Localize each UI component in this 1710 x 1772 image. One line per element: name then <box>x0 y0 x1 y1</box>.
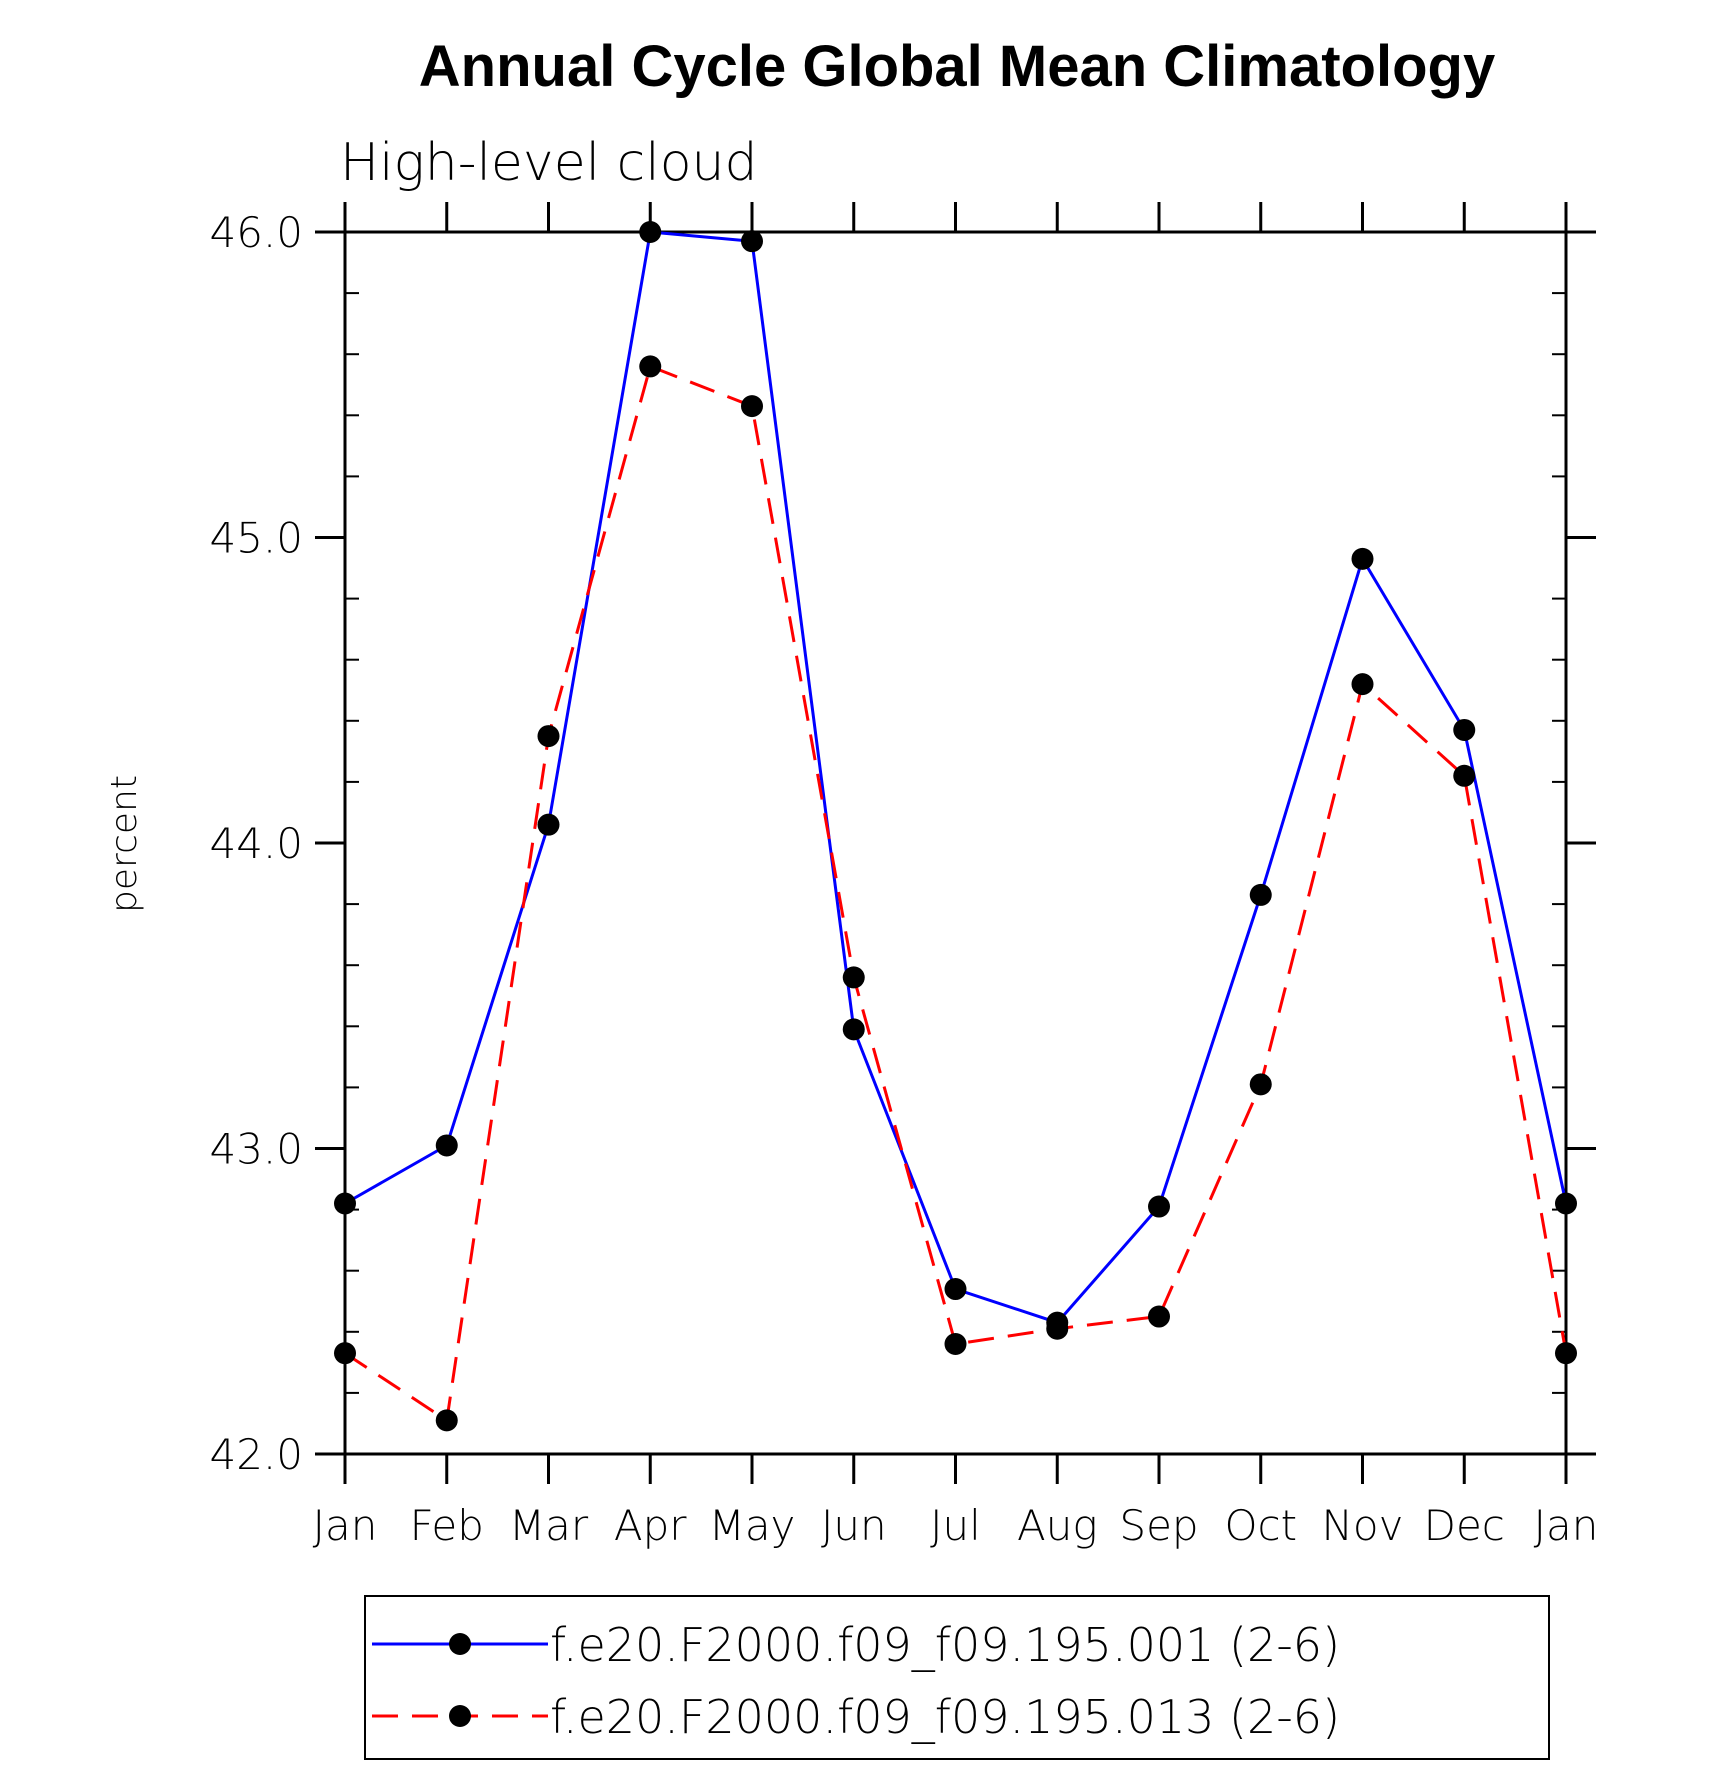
legend-marker-2 <box>449 1705 471 1727</box>
data-point-2 <box>1351 673 1374 696</box>
x-tick-label: Jun <box>821 1501 887 1550</box>
x-tick-label: Aug <box>1017 1501 1098 1550</box>
x-tick-label: Mar <box>509 1501 589 1550</box>
y-tick-label: 46.0 <box>209 208 303 257</box>
x-tick-label: Dec <box>1424 1501 1505 1550</box>
x-tick-label: Jan <box>1534 1501 1599 1550</box>
data-point-2 <box>1148 1305 1170 1328</box>
axis-ticks: Jan Feb Mar Apr May Jun Jul Aug Sep Oct Nov Dec Jan4… <box>209 202 1598 1550</box>
data-point-2 <box>741 395 763 418</box>
data-point-1 <box>639 221 662 243</box>
data-point-1 <box>1555 1192 1577 1215</box>
x-tick-label: May <box>709 1501 796 1550</box>
data-point-1 <box>842 1018 865 1041</box>
legend-marker-1 <box>449 1633 471 1655</box>
data-point-1 <box>1351 547 1374 570</box>
data-point-1 <box>334 1192 356 1215</box>
data-point-2 <box>1249 1073 1272 1096</box>
data-point-1 <box>435 1134 458 1157</box>
data-point-1 <box>1249 883 1272 906</box>
x-tick-label: Nov <box>1322 1501 1404 1550</box>
chart-subtitle: High-level cloud <box>340 133 757 193</box>
x-tick-label: Oct <box>1224 1501 1297 1550</box>
data-point-1 <box>537 813 560 836</box>
legend-label-2: f.e20.F2000.f09_f09.195.013 (2-6) <box>550 1690 1340 1744</box>
y-axis-label: percent <box>104 775 145 913</box>
y-tick-label: 45.0 <box>209 514 303 563</box>
data-point-2 <box>1046 1317 1069 1340</box>
plot-border <box>343 230 1568 1456</box>
data-point-2 <box>1453 764 1476 787</box>
legend: f.e20.F2000.f09_f09.195.001 (2-6) f.e20.F… <box>364 1595 1550 1760</box>
y-tick-label: 42.0 <box>209 1430 303 1479</box>
plot-frame <box>343 230 1568 1456</box>
series-line-1 <box>344 230 1568 1325</box>
x-tick-label: Jan <box>313 1501 378 1550</box>
data-point-2 <box>842 966 865 989</box>
chart-title: Annual Cycle Global Mean Climatology <box>419 34 1495 99</box>
data-point-2 <box>944 1333 967 1356</box>
x-tick-label: Jul <box>930 1501 981 1550</box>
x-tick-label: Apr <box>614 1501 687 1550</box>
series-markers <box>334 221 1577 1432</box>
legend-box <box>364 1595 1550 1760</box>
data-point-2 <box>334 1342 356 1365</box>
x-tick-label: Feb <box>410 1501 484 1550</box>
data-point-2 <box>1555 1342 1577 1365</box>
series-lines <box>344 230 1568 1423</box>
data-point-2 <box>537 725 560 748</box>
data-point-1 <box>741 230 763 253</box>
x-tick-label: Sep <box>1119 1501 1198 1550</box>
y-tick-label: 44.0 <box>209 819 303 868</box>
y-tick-label: 43.0 <box>209 1125 303 1174</box>
data-point-2 <box>435 1409 458 1432</box>
legend-label-1: f.e20.F2000.f09_f09.195.001 (2-6) <box>550 1618 1340 1672</box>
data-point-2 <box>639 355 662 378</box>
data-point-1 <box>944 1278 967 1301</box>
data-point-1 <box>1453 718 1476 741</box>
data-point-1 <box>1148 1195 1170 1218</box>
